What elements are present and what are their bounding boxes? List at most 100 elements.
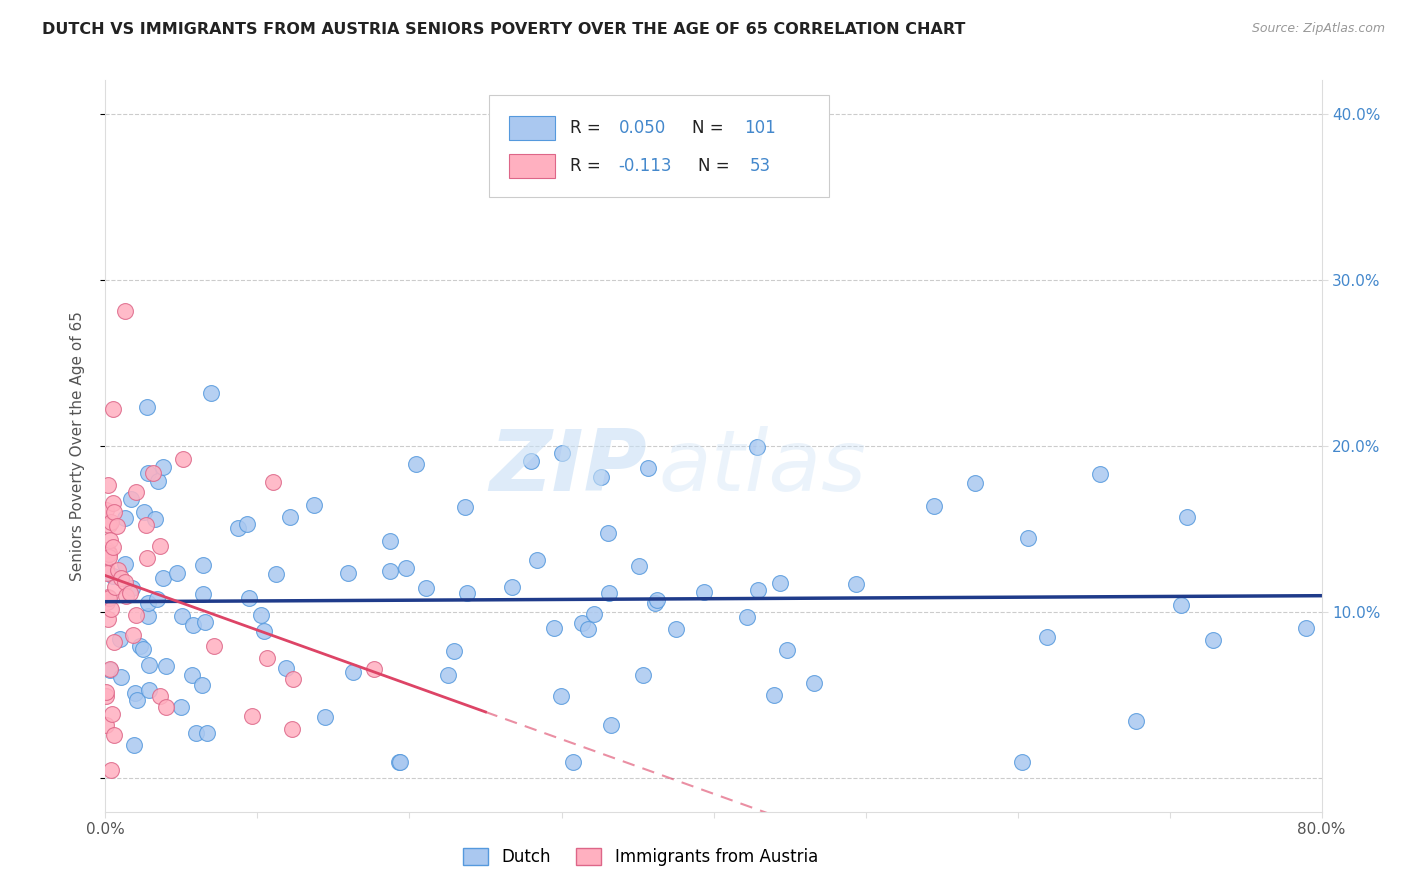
Point bbox=[1295, 621, 1317, 635]
Point bbox=[965, 475, 987, 490]
Point bbox=[1202, 632, 1225, 647]
FancyBboxPatch shape bbox=[509, 116, 555, 139]
Point bbox=[101, 540, 124, 554]
Point bbox=[228, 521, 250, 535]
Point bbox=[278, 510, 301, 524]
Text: N =: N = bbox=[697, 157, 734, 175]
Point bbox=[96, 595, 118, 609]
Point bbox=[181, 618, 204, 632]
Text: 0.050: 0.050 bbox=[619, 119, 666, 136]
Point bbox=[276, 661, 298, 675]
Point bbox=[98, 661, 121, 675]
Point bbox=[122, 739, 145, 753]
Point bbox=[551, 446, 574, 460]
Point bbox=[136, 608, 159, 623]
Point bbox=[114, 557, 136, 571]
Point bbox=[387, 755, 409, 769]
Point bbox=[136, 401, 159, 415]
Point bbox=[184, 725, 207, 739]
Point bbox=[125, 484, 148, 499]
Point bbox=[763, 688, 786, 702]
Point bbox=[100, 763, 122, 777]
Point bbox=[110, 670, 132, 684]
Point bbox=[576, 622, 599, 636]
Point bbox=[314, 710, 336, 724]
Point bbox=[526, 553, 548, 567]
Point bbox=[238, 591, 260, 605]
Point bbox=[550, 689, 572, 703]
Point bbox=[96, 542, 118, 557]
Point bbox=[135, 518, 157, 533]
Point bbox=[582, 607, 605, 621]
Point bbox=[136, 596, 159, 610]
Point bbox=[280, 722, 302, 736]
Text: atlas: atlas bbox=[659, 426, 868, 509]
FancyBboxPatch shape bbox=[488, 95, 830, 197]
Point bbox=[136, 550, 159, 565]
Point bbox=[803, 676, 825, 690]
Text: N =: N = bbox=[692, 119, 728, 136]
Point bbox=[1011, 755, 1033, 769]
Point bbox=[143, 511, 166, 525]
Point bbox=[665, 622, 688, 636]
Point bbox=[256, 651, 278, 665]
Point bbox=[148, 540, 170, 554]
Point bbox=[562, 755, 585, 769]
Point bbox=[747, 441, 769, 455]
Point bbox=[1175, 509, 1198, 524]
Text: 101: 101 bbox=[744, 119, 776, 136]
Point bbox=[589, 470, 612, 484]
Point bbox=[1017, 531, 1039, 545]
Point bbox=[253, 624, 276, 639]
Point bbox=[598, 586, 620, 600]
Point bbox=[644, 597, 666, 611]
Point bbox=[136, 466, 159, 480]
Text: ZIP: ZIP bbox=[489, 426, 647, 509]
Point bbox=[152, 571, 174, 585]
Point bbox=[631, 668, 654, 682]
Point bbox=[125, 607, 148, 622]
Point bbox=[645, 593, 668, 607]
Point bbox=[378, 565, 401, 579]
Point bbox=[107, 563, 129, 577]
Point bbox=[152, 459, 174, 474]
Point bbox=[599, 718, 621, 732]
Legend: Dutch, Immigrants from Austria: Dutch, Immigrants from Austria bbox=[457, 841, 824, 873]
Point bbox=[98, 549, 121, 564]
Point bbox=[924, 499, 946, 513]
Point bbox=[240, 708, 263, 723]
Point bbox=[194, 615, 217, 629]
Point bbox=[101, 706, 124, 721]
Point bbox=[747, 582, 769, 597]
Point bbox=[200, 386, 222, 401]
Point bbox=[501, 580, 523, 594]
Point bbox=[110, 571, 132, 585]
Point bbox=[628, 559, 651, 574]
Point bbox=[388, 755, 411, 769]
Point bbox=[436, 668, 458, 682]
Point bbox=[571, 616, 593, 631]
Text: Source: ZipAtlas.com: Source: ZipAtlas.com bbox=[1251, 22, 1385, 36]
Point bbox=[519, 453, 541, 467]
Point bbox=[114, 511, 136, 525]
FancyBboxPatch shape bbox=[509, 154, 555, 178]
Point bbox=[101, 568, 124, 582]
Point bbox=[121, 628, 143, 642]
Point bbox=[149, 689, 172, 703]
Point bbox=[262, 475, 284, 489]
Point bbox=[543, 621, 565, 635]
Point bbox=[98, 533, 121, 547]
Point bbox=[96, 560, 118, 574]
Point bbox=[195, 726, 218, 740]
Point bbox=[456, 586, 478, 600]
Point bbox=[1036, 630, 1059, 644]
Point bbox=[101, 496, 124, 510]
Point bbox=[236, 517, 259, 532]
Point bbox=[155, 699, 177, 714]
Point bbox=[304, 498, 326, 512]
Point bbox=[96, 503, 118, 517]
Point bbox=[108, 632, 131, 647]
Point bbox=[776, 643, 799, 657]
Point bbox=[124, 686, 146, 700]
Point bbox=[148, 475, 170, 489]
